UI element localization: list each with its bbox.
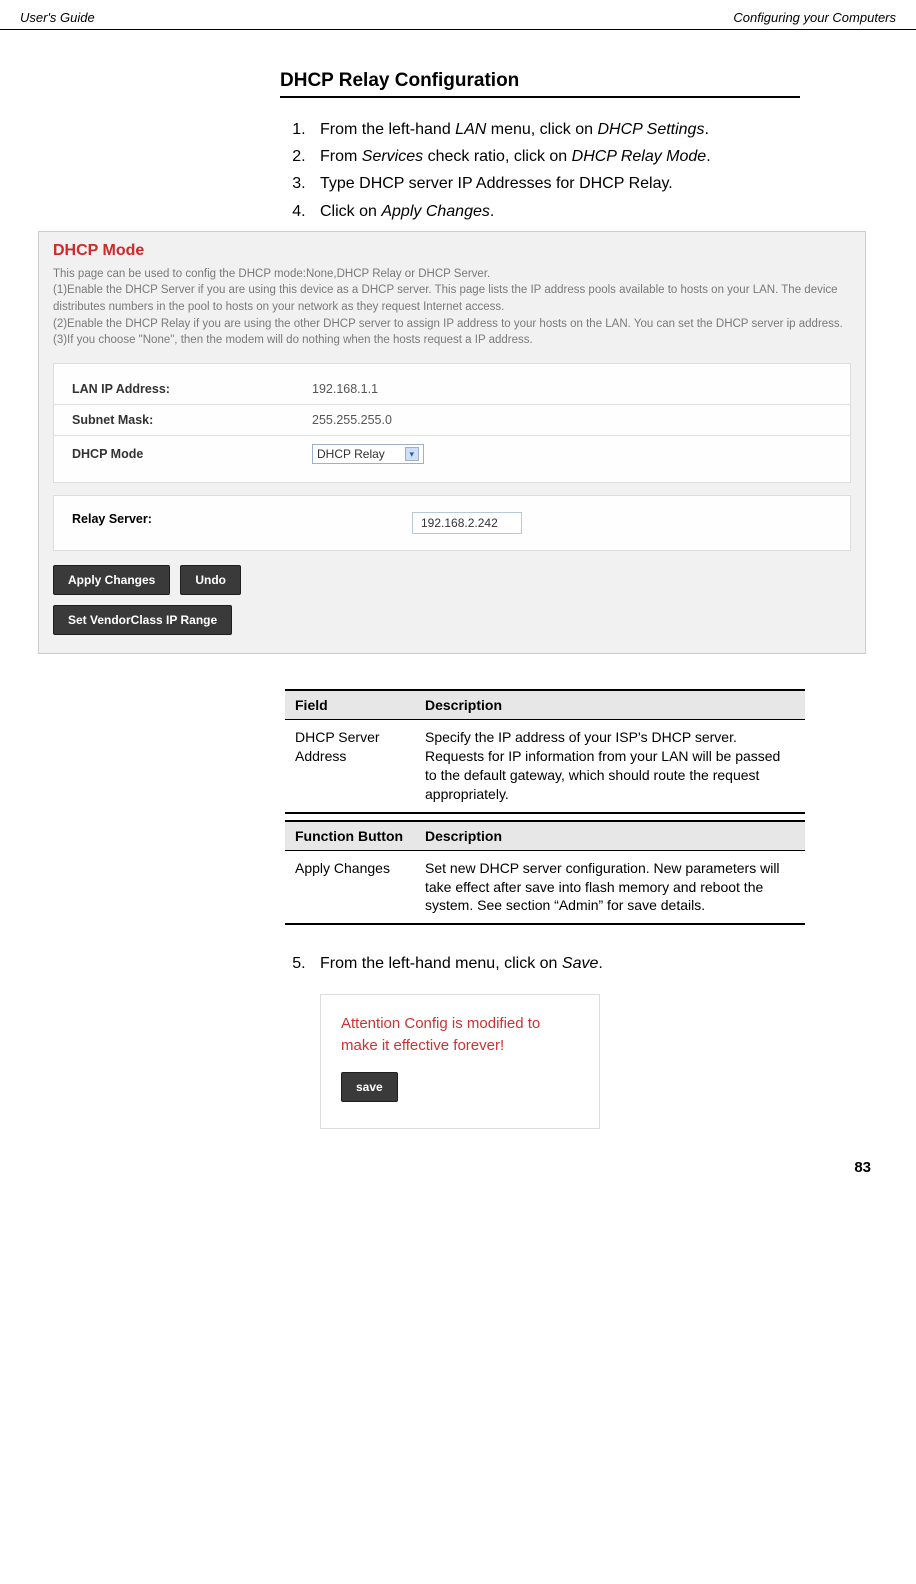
subnet-row: Subnet Mask: 255.255.255.0 — [54, 404, 850, 435]
dhcp-mode-select[interactable]: DHCP Relay ▾ — [312, 444, 424, 464]
step-italic: LAN — [455, 121, 486, 138]
step-text: From — [320, 148, 362, 165]
chevron-down-icon: ▾ — [405, 447, 419, 461]
section-title: DHCP Relay Configuration — [280, 70, 886, 96]
relay-server-panel: Relay Server: — [53, 495, 851, 551]
desc-line: This page can be used to config the DHCP… — [53, 266, 851, 283]
subnet-value: 255.255.255.0 — [312, 413, 392, 427]
undo-button[interactable]: Undo — [180, 565, 241, 595]
table-row: Apply Changes Set new DHCP server config… — [285, 850, 805, 924]
table-cell: Apply Changes — [285, 850, 415, 924]
step-4: Click on Apply Changes. — [310, 198, 886, 225]
desc-line: (3)If you choose "None", then the modem … — [53, 332, 851, 349]
table-row: DHCP Server Address Specify the IP addre… — [285, 720, 805, 813]
subnet-label: Subnet Mask: — [72, 413, 312, 427]
dhcp-mode-label: DHCP Mode — [72, 447, 312, 461]
set-vendorclass-button[interactable]: Set VendorClass IP Range — [53, 605, 232, 635]
table-header: Function Button — [285, 821, 415, 851]
step-text: menu, click on — [486, 121, 597, 138]
screenshot-title: DHCP Mode — [53, 242, 851, 260]
step-text: check ratio, click on — [423, 148, 572, 165]
step-text: . — [490, 203, 494, 220]
steps-list-continued: From the left-hand menu, click on Save. — [310, 950, 886, 977]
step-italic: DHCP Settings — [597, 121, 704, 138]
save-screenshot: Attention Config is modified to make it … — [320, 994, 600, 1129]
lan-settings-panel: LAN IP Address: 192.168.1.1 Subnet Mask:… — [53, 363, 851, 483]
step-text: From the left-hand — [320, 121, 455, 138]
table-cell: DHCP Server Address — [285, 720, 415, 813]
step-1: From the left-hand LAN menu, click on DH… — [310, 116, 886, 143]
lan-ip-label: LAN IP Address: — [72, 382, 312, 396]
field-table: Field Description DHCP Server Address Sp… — [285, 689, 805, 814]
dhcp-mode-selected: DHCP Relay — [317, 447, 385, 461]
desc-line: (1)Enable the DHCP Server if you are usi… — [53, 282, 851, 315]
page-header: User's Guide Configuring your Computers — [0, 0, 916, 30]
table-cell: Specify the IP address of your ISP's DHC… — [415, 720, 805, 813]
function-button-table: Function Button Description Apply Change… — [285, 820, 805, 926]
step-italic: DHCP Relay Mode — [572, 148, 707, 165]
steps-list: From the left-hand LAN menu, click on DH… — [310, 116, 886, 225]
screenshot-desc: This page can be used to config the DHCP… — [53, 266, 851, 349]
page-number: 83 — [0, 1129, 916, 1196]
lan-ip-value: 192.168.1.1 — [312, 382, 378, 396]
desc-line: (2)Enable the DHCP Relay if you are usin… — [53, 316, 851, 333]
title-rule — [280, 96, 800, 98]
table-header: Description — [415, 690, 805, 720]
apply-changes-button[interactable]: Apply Changes — [53, 565, 170, 595]
save-attention-text: Attention Config is modified to make it … — [341, 1013, 579, 1058]
step-italic: Services — [362, 148, 423, 165]
table-header: Field — [285, 690, 415, 720]
step-text: . — [598, 955, 602, 972]
table-header: Description — [415, 821, 805, 851]
table-cell: Set new DHCP server configuration. New p… — [415, 850, 805, 924]
step-italic: Save — [562, 955, 598, 972]
step-2: From Services check ratio, click on DHCP… — [310, 143, 886, 170]
step-3: Type DHCP server IP Addresses for DHCP R… — [310, 170, 886, 197]
step-text: From the left-hand menu, click on — [320, 955, 562, 972]
header-left: User's Guide — [20, 10, 95, 25]
step-italic: Apply Changes — [381, 203, 490, 220]
dhcp-mode-screenshot: DHCP Mode This page can be used to confi… — [38, 231, 866, 654]
header-right: Configuring your Computers — [733, 10, 896, 25]
step-text: . — [704, 121, 708, 138]
dhcp-mode-row: DHCP Mode DHCP Relay ▾ — [54, 435, 850, 472]
step-text: Click on — [320, 203, 381, 220]
step-5: From the left-hand menu, click on Save. — [310, 950, 886, 977]
relay-server-input[interactable] — [412, 512, 522, 534]
lan-ip-row: LAN IP Address: 192.168.1.1 — [54, 374, 850, 404]
save-button[interactable]: save — [341, 1072, 398, 1102]
relay-server-label: Relay Server: — [72, 512, 412, 534]
step-text: . — [706, 148, 710, 165]
